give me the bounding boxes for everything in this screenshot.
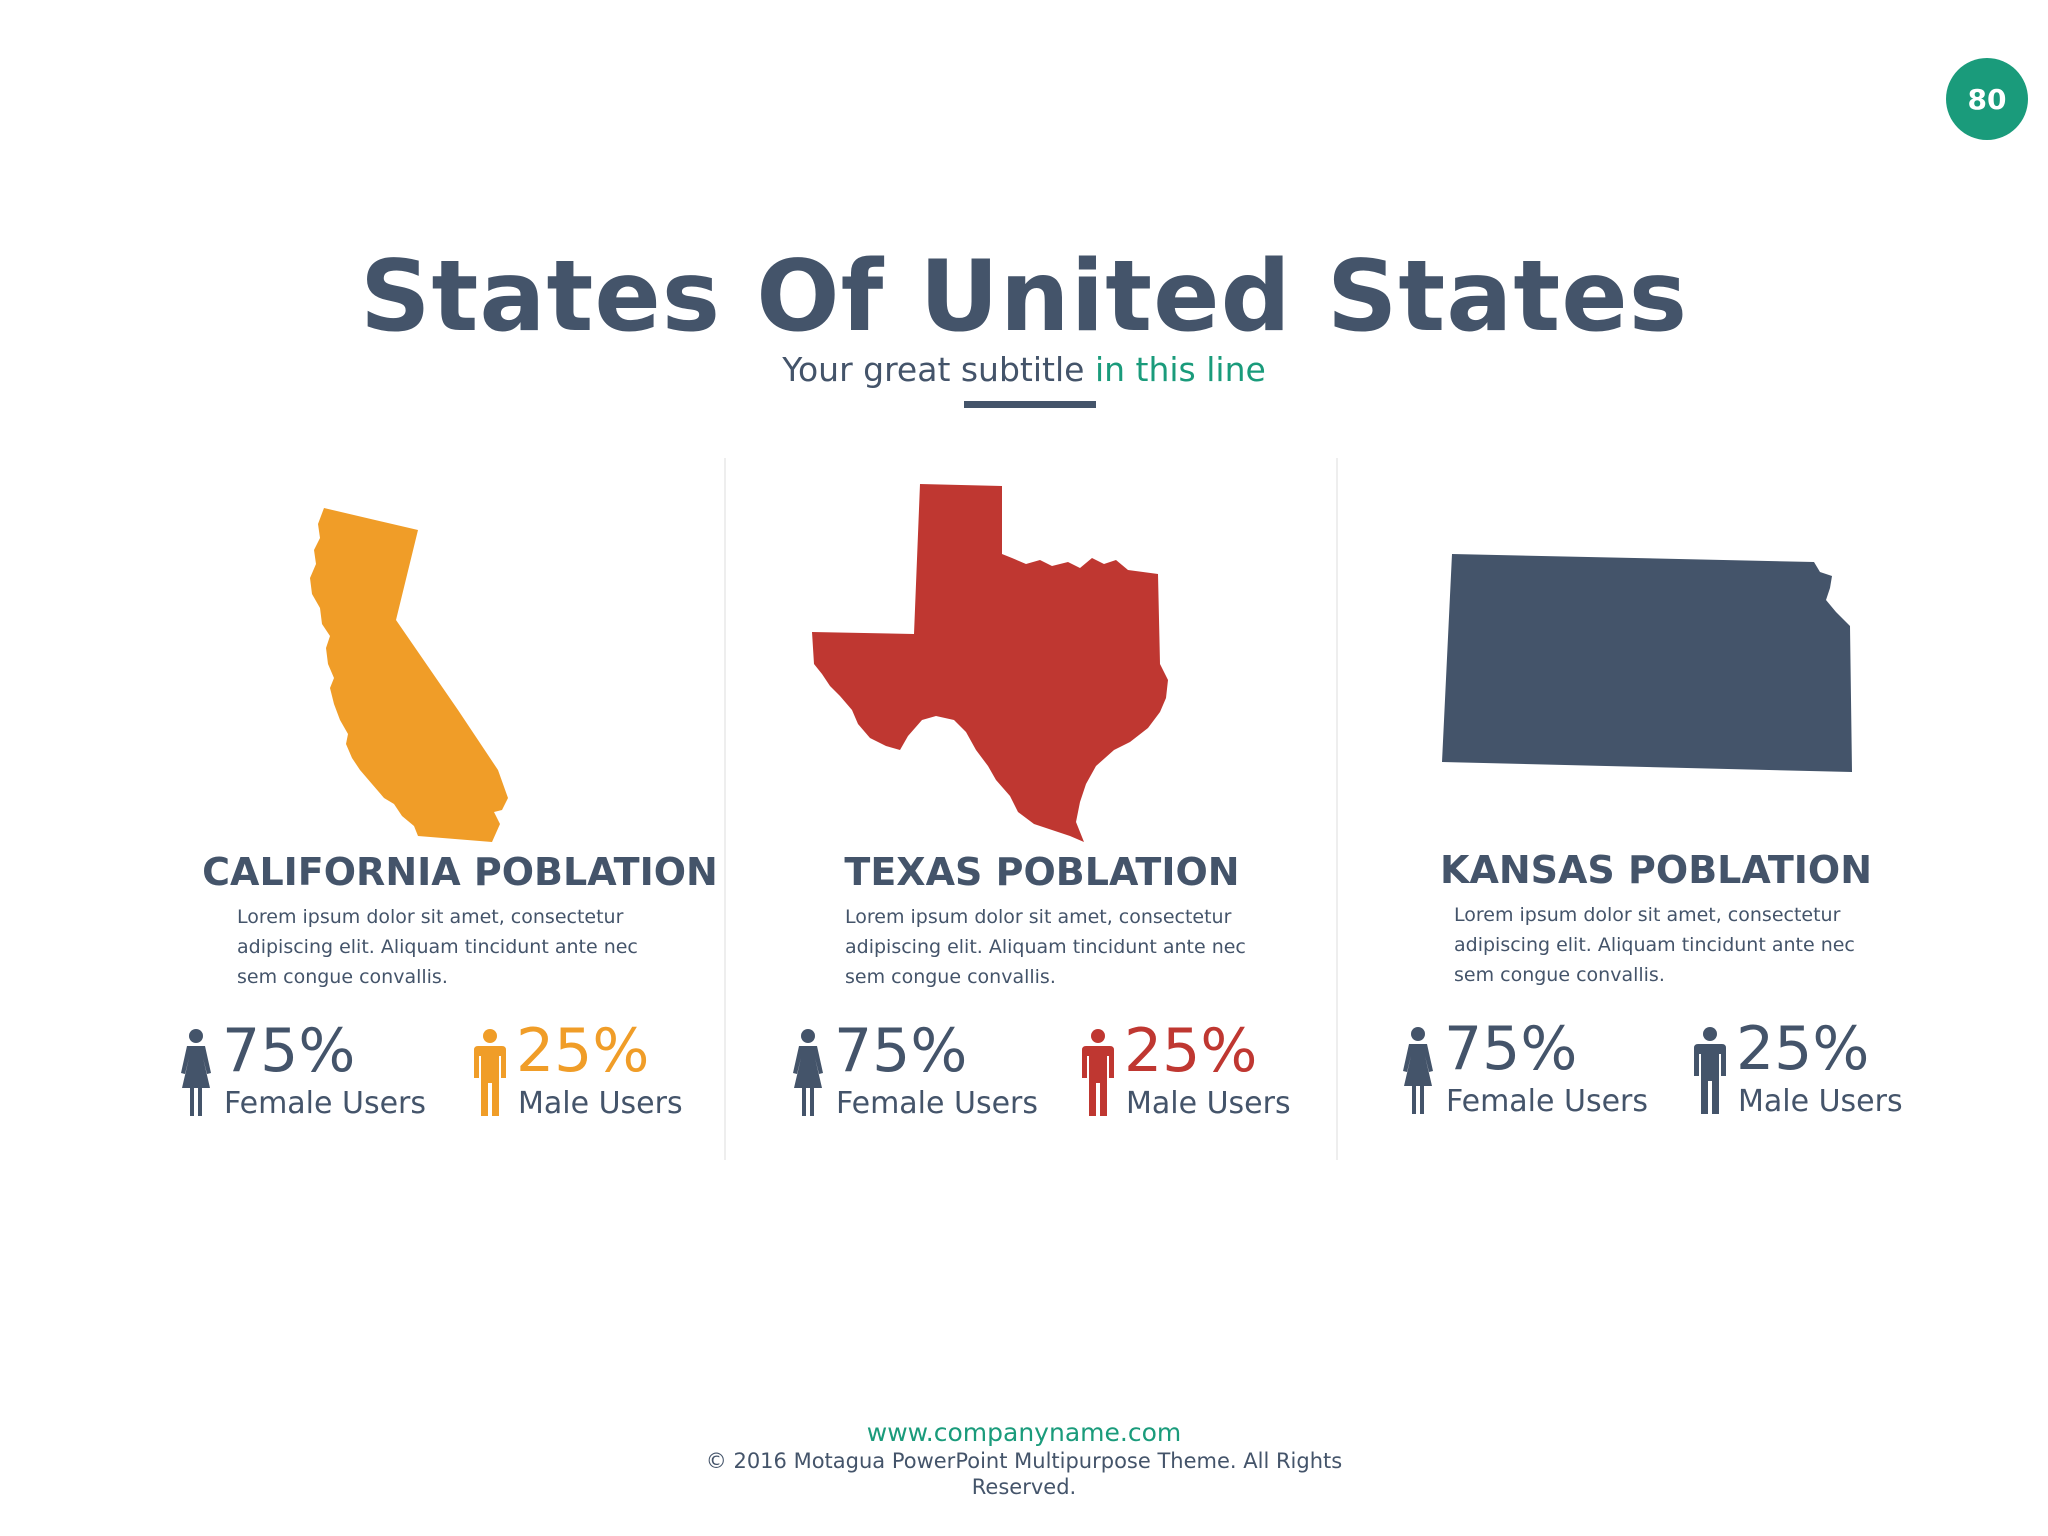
state-title: CALIFORNIA POBLATION <box>160 850 760 894</box>
california-panel: CALIFORNIA POBLATION Lorem ipsum dolor s… <box>160 470 760 1160</box>
state-description: Lorem ipsum dolor sit amet, consectetur … <box>237 902 657 992</box>
male-label: Male Users <box>1126 1086 1291 1122</box>
female-person-icon <box>176 1028 216 1118</box>
male-stat: 25% Male Users <box>1690 1026 1950 1126</box>
male-label: Male Users <box>518 1086 683 1122</box>
footer-website-link[interactable]: www.companyname.com <box>0 1418 2048 1447</box>
male-percentage: 25% <box>1736 1014 1869 1084</box>
male-person-icon <box>470 1028 510 1118</box>
male-label: Male Users <box>1738 1084 1903 1120</box>
page-number: 80 <box>1968 83 2007 116</box>
texas-panel: TEXAS POBLATION Lorem ipsum dolor sit am… <box>742 470 1342 1160</box>
footer-copyright: © 2016 Motagua PowerPoint Multipurpose T… <box>700 1448 1348 1500</box>
female-label: Female Users <box>224 1086 426 1122</box>
male-percentage: 25% <box>1124 1016 1257 1086</box>
female-percentage: 75% <box>834 1016 967 1086</box>
male-stat: 25% Male Users <box>470 1028 730 1128</box>
state-title: TEXAS POBLATION <box>742 850 1342 894</box>
male-percentage: 25% <box>516 1016 649 1086</box>
female-label: Female Users <box>836 1086 1038 1122</box>
female-stat: 75% Female Users <box>1398 1026 1658 1126</box>
female-person-icon <box>788 1028 828 1118</box>
male-person-icon <box>1690 1026 1730 1116</box>
state-description: Lorem ipsum dolor sit amet, consectetur … <box>845 902 1265 992</box>
subtitle-main: Your great subtitle <box>782 350 1084 389</box>
female-percentage: 75% <box>1444 1014 1577 1084</box>
female-stat: 75% Female Users <box>788 1028 1048 1128</box>
texas-map-icon <box>812 484 1192 844</box>
male-person-icon <box>1078 1028 1118 1118</box>
california-map-icon <box>310 508 530 842</box>
state-description: Lorem ipsum dolor sit amet, consectetur … <box>1454 900 1874 990</box>
subtitle-accent: in this line <box>1095 350 1266 389</box>
kansas-map-icon <box>1442 554 1852 774</box>
female-percentage: 75% <box>222 1016 355 1086</box>
state-title: KANSAS POBLATION <box>1356 848 1956 892</box>
female-label: Female Users <box>1446 1084 1648 1120</box>
page-subtitle: Your great subtitle in this line <box>0 350 2048 389</box>
title-underline <box>964 401 1096 408</box>
page-number-badge: 80 <box>1946 58 2028 140</box>
female-stat: 75% Female Users <box>176 1028 436 1128</box>
male-stat: 25% Male Users <box>1078 1028 1338 1128</box>
female-person-icon <box>1398 1026 1438 1116</box>
kansas-panel: KANSAS POBLATION Lorem ipsum dolor sit a… <box>1356 470 1956 1160</box>
page-title: States Of United States <box>0 240 2048 354</box>
